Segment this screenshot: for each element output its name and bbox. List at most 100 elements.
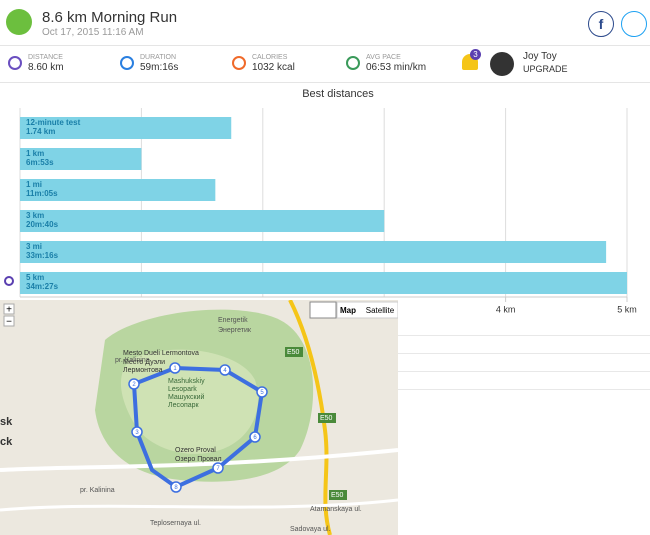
- marker-label: 3: [135, 430, 139, 436]
- map-label: Ozero Proval: [175, 447, 216, 454]
- map-label: Лесопарк: [168, 402, 200, 409]
- bar-label: 34m:27s: [26, 282, 59, 291]
- date: Oct 17, 2015 11:16 AM: [42, 27, 144, 38]
- map-label: E50: [320, 415, 333, 422]
- map-label: E50: [331, 492, 344, 499]
- map[interactable]: + − Map Satellite Energetik Энергетик Mest…: [0, 300, 398, 535]
- map-label: pr. Kalinina: [115, 357, 150, 364]
- marker-label: 8: [174, 485, 178, 491]
- map-label: Mashukskiy: [168, 378, 205, 385]
- route-marker[interactable]: [169, 362, 181, 374]
- stat-value: 59m:16s: [140, 62, 179, 73]
- bar-label: 6m:53s: [26, 158, 54, 167]
- bar: [20, 179, 216, 201]
- header: 8.6 km Morning Run Oct 17, 2015 11:16 AM…: [0, 0, 650, 46]
- twitter-button[interactable]: [621, 11, 647, 37]
- bar: [20, 148, 142, 170]
- shield: [329, 490, 347, 500]
- road: [0, 448, 398, 472]
- route-marker[interactable]: [128, 378, 140, 390]
- stat-value: 1032 kcal: [252, 62, 295, 73]
- stat-icon: [120, 56, 134, 70]
- highway: [288, 300, 332, 535]
- route-marker[interactable]: [170, 481, 182, 493]
- bar: [20, 210, 385, 232]
- bar-label: 20m:40s: [26, 220, 59, 229]
- map-type[interactable]: Satellite: [366, 306, 395, 315]
- bar-label: 1.74 km: [26, 127, 55, 136]
- stat-label: DURATION: [140, 54, 177, 61]
- bar-category: 5 km: [26, 273, 44, 282]
- route: [131, 365, 265, 490]
- activity-icon: [6, 9, 32, 35]
- route-marker[interactable]: [249, 431, 261, 443]
- map-label: Озеро Провал: [175, 456, 222, 463]
- map-label: Машукский: [168, 393, 205, 401]
- map-type[interactable]: Map: [340, 306, 356, 315]
- route-marker[interactable]: [256, 386, 268, 398]
- bar: [20, 117, 232, 139]
- road: [0, 498, 398, 512]
- route-marker[interactable]: [219, 364, 231, 376]
- user-name: Joy Toy: [523, 51, 557, 62]
- stats-row: 3 Joy Toy UPGRADE DISTANCE 8.60 km DURATIO…: [0, 46, 650, 83]
- map-label: Sadovaya ul.: [290, 526, 331, 533]
- map-label: Teplosernaya ul.: [150, 520, 201, 527]
- route-marker[interactable]: [212, 462, 224, 474]
- marker-label: 2: [132, 382, 136, 388]
- map-label: sk: [0, 416, 13, 428]
- map-type-bar: [336, 301, 398, 319]
- map-toggle[interactable]: [309, 301, 337, 319]
- bar: [20, 272, 627, 294]
- x-tick-label: 4 km: [496, 304, 516, 314]
- chart-title: Best distances: [302, 88, 374, 100]
- bar-category: 1 mi: [26, 180, 42, 189]
- map-label: Energetik: [218, 317, 248, 324]
- shield: [285, 347, 303, 357]
- marker-label: 1: [173, 366, 177, 372]
- table-area: [398, 318, 650, 535]
- x-tick-label: 5 km: [617, 304, 637, 314]
- marker-label: 6: [253, 435, 257, 441]
- map-label: Lesopark: [168, 386, 197, 393]
- bar-category: 12-minute test: [26, 118, 81, 127]
- marker-label: 7: [216, 466, 220, 472]
- stat-icon: [346, 56, 360, 70]
- stat-label: AVG PACE: [366, 54, 401, 61]
- map-label: E50: [287, 349, 300, 356]
- zoom-out[interactable]: [3, 315, 15, 327]
- map-label: Лермонтова: [123, 367, 163, 374]
- map-label: Atamanskaya ul.: [310, 506, 362, 513]
- bar-category: 3 km: [26, 211, 44, 220]
- bar-category: 3 mi: [26, 242, 42, 251]
- map-label: Энергетик: [218, 327, 252, 334]
- bar-label: 33m:16s: [26, 251, 59, 260]
- stat-label: CALORIES: [252, 54, 288, 61]
- marker-label: 5: [260, 390, 264, 396]
- marker-label: 4: [223, 368, 227, 374]
- map-label: pr. Kalinina: [80, 487, 115, 494]
- bar-label: 11m:05s: [26, 189, 58, 198]
- stat-icon: [8, 56, 22, 70]
- facebook-button[interactable]: f: [588, 11, 614, 37]
- map-label: Mesto Dueli Lermontova: [123, 350, 199, 357]
- stat-value: 8.60 km: [28, 62, 64, 73]
- stat-label: DISTANCE: [28, 54, 63, 61]
- chart: Best distances 4 km 5 km 12-minute test1.7…: [4, 88, 637, 314]
- zoom-in[interactable]: [3, 303, 15, 315]
- zoom-in-label: +: [6, 305, 12, 316]
- route-marker[interactable]: [131, 426, 143, 438]
- stat-value: 06:53 min/km: [366, 62, 427, 73]
- bar: [20, 241, 607, 263]
- badge: 3: [470, 49, 481, 60]
- shield: [318, 413, 336, 423]
- upgrade[interactable]: UPGRADE: [523, 64, 568, 74]
- map-label: ck: [0, 436, 13, 448]
- stat-icon: [232, 56, 246, 70]
- title: 8.6 km Morning Run: [42, 9, 178, 26]
- best-icon: [4, 276, 14, 286]
- zoom-out-label: −: [6, 317, 12, 328]
- avatar[interactable]: [490, 52, 514, 76]
- map-label: Место Дуэли: [123, 359, 165, 366]
